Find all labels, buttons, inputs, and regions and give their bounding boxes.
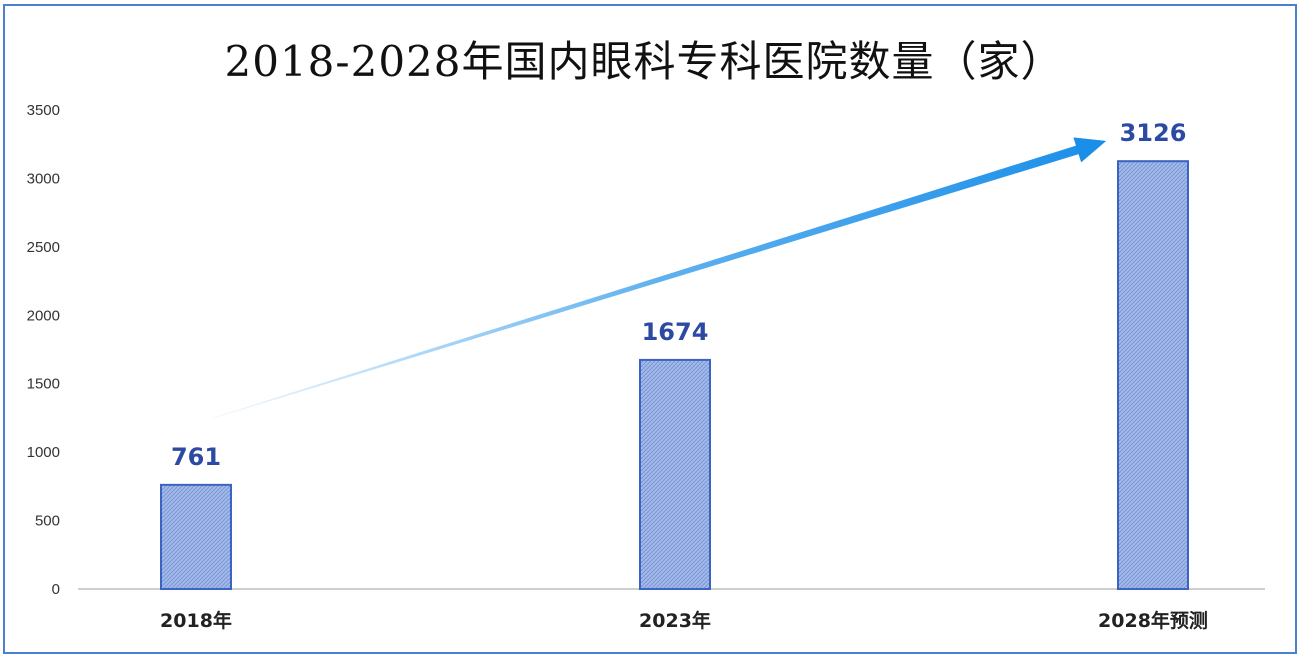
- trend-arrow-head: [1073, 137, 1106, 163]
- y-tick-label: 1000: [27, 444, 60, 461]
- bar: [1117, 160, 1189, 590]
- x-tick-label: 2018年: [160, 609, 232, 632]
- bar: [160, 483, 232, 590]
- y-tick-label: 500: [35, 513, 60, 530]
- trend-arrow: [212, 137, 1106, 419]
- bar: [639, 358, 711, 591]
- data-label: 761: [171, 443, 221, 471]
- y-tick-label: 3000: [27, 170, 60, 187]
- y-tick-label: 3500: [27, 102, 60, 119]
- x-tick-label: 2023年: [639, 609, 711, 632]
- trend-arrow-shape: [212, 137, 1106, 419]
- bar-layer: 761 1674 3126: [160, 119, 1189, 591]
- y-tick-label: 2000: [27, 307, 60, 324]
- y-tick-label: 2500: [27, 239, 60, 256]
- data-label: 1674: [642, 318, 709, 346]
- chart-title: 2018-2028年国内眼科专科医院数量（家）: [224, 37, 1064, 86]
- x-tick-label: 2028年预测: [1098, 609, 1208, 632]
- data-label: 3126: [1120, 119, 1187, 147]
- y-tick-label: 0: [52, 581, 60, 598]
- axis-layer: 0 500 1000 1500 2000 2500 3000 3500 2018年 2023年 20…: [27, 102, 1265, 632]
- y-tick-label: 1500: [27, 376, 60, 393]
